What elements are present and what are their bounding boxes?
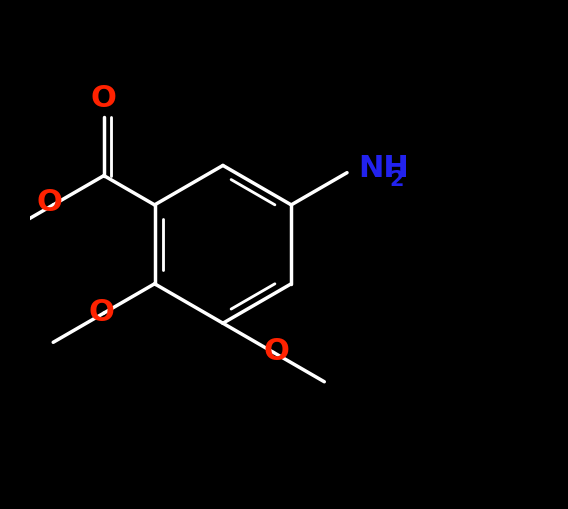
Text: 2: 2	[390, 170, 404, 190]
Text: O: O	[263, 337, 289, 366]
Text: NH: NH	[358, 154, 409, 183]
Text: O: O	[89, 298, 114, 326]
Text: O: O	[36, 188, 62, 217]
Text: O: O	[91, 84, 117, 113]
